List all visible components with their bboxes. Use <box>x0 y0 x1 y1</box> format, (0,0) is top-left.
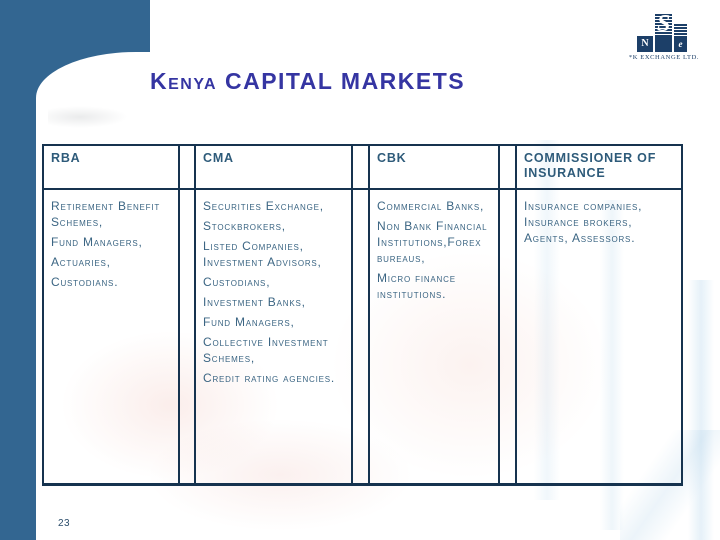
table-body-gap <box>500 190 515 486</box>
table-header-gap <box>500 144 515 190</box>
table-header-gap <box>353 144 368 190</box>
cell-paragraph: Collective Investment Schemes, <box>203 335 329 365</box>
cell-paragraph: Insurance companies, Insurance brokers, … <box>524 199 643 245</box>
cell-paragraph: Retirement Benefit Schemes, <box>51 199 161 229</box>
logo-caption: *K EXCHANGE LTD. <box>628 54 700 61</box>
nse-logo: N e S *K EXCHANGE LTD. <box>628 11 700 61</box>
table-header-cbk: CBK <box>368 144 500 190</box>
logo-letter-s: S <box>657 11 671 37</box>
cell-paragraph: Custodians, <box>203 275 271 289</box>
logo-bar-icon <box>674 24 687 38</box>
cell-paragraph: Investment Banks, <box>203 295 306 309</box>
logo-letter-e: e <box>674 36 687 52</box>
content-panel <box>36 52 720 540</box>
regulators-table: RBA CMA CBK COMMISSIONER OF INSURANCE Re… <box>42 144 683 486</box>
cell-paragraph: Credit rating agencies. <box>203 371 336 385</box>
cell-paragraph: Non Bank Financial Institutions,Forex bu… <box>377 219 488 265</box>
table-cell-rba: Retirement Benefit Schemes, Fund Managers… <box>42 190 180 486</box>
cell-paragraph: Commercial Banks, <box>377 199 485 213</box>
cell-paragraph: Custodians. <box>51 275 119 289</box>
table-header-rba: RBA <box>42 144 180 190</box>
cell-paragraph: Securities Exchange, <box>203 199 324 213</box>
table-cell-cbk: Commercial Banks, Non Bank Financial Inst… <box>368 190 500 486</box>
slide-title: Kenya CAPITAL MARKETS <box>150 68 466 94</box>
table-header-gap <box>180 144 194 190</box>
cell-paragraph: Fund Managers, <box>51 235 143 249</box>
table-cell-cma: Securities Exchange, Stockbrokers, Listed … <box>194 190 353 486</box>
logo-bar-icon <box>655 14 672 38</box>
logo-letter-tile-s <box>655 36 672 52</box>
table-body-gap <box>353 190 368 486</box>
cell-paragraph: Fund Managers, <box>203 315 295 329</box>
cell-paragraph: Micro finance institutions. <box>377 271 456 301</box>
cell-paragraph: Stockbrokers, <box>203 219 286 233</box>
table-body-gap <box>180 190 194 486</box>
cell-paragraph: Actuaries, <box>51 255 111 269</box>
table-header-cma: CMA <box>194 144 353 190</box>
page-number: 23 <box>58 518 71 529</box>
table-header-commissioner: COMMISSIONER OF INSURANCE <box>515 144 683 190</box>
table-cell-commissioner: Insurance companies, Insurance brokers, … <box>515 190 683 486</box>
logo-letter-n: N <box>637 36 653 52</box>
nse-logo-icon: N e S <box>637 11 691 52</box>
cell-paragraph: Listed Companies, Investment Advisors, <box>203 239 322 269</box>
